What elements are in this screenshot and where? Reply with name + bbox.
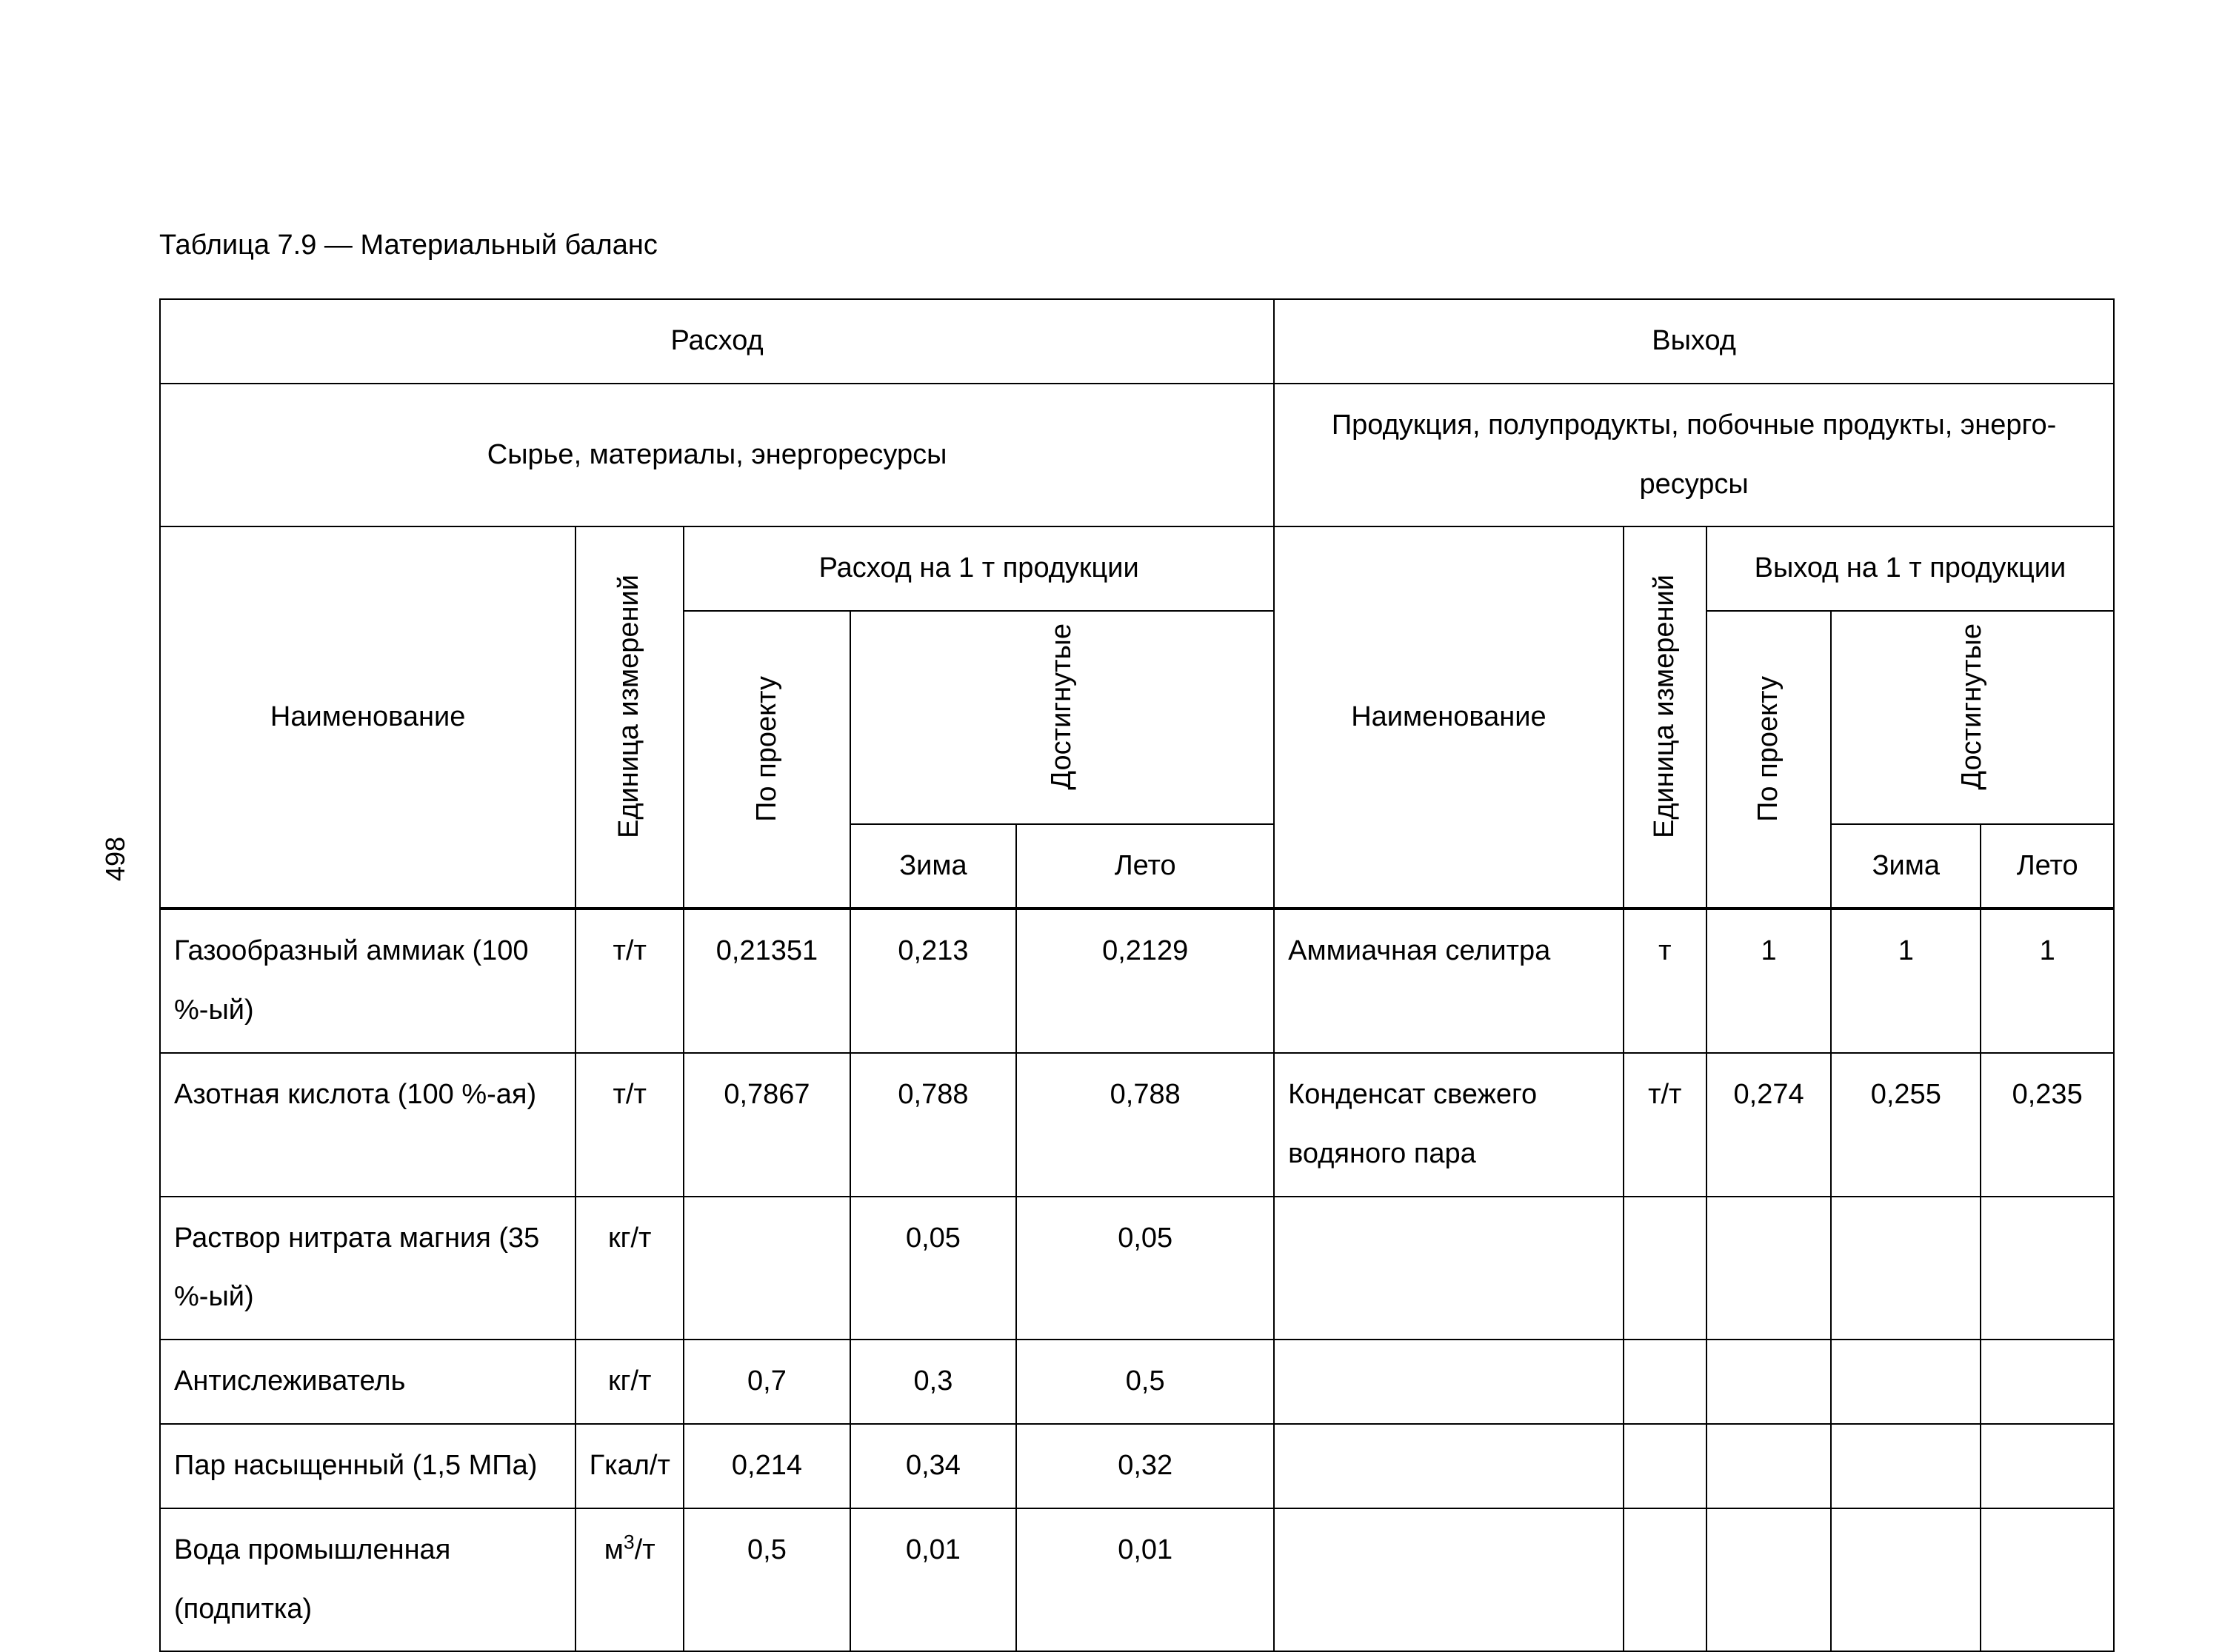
cell-in-summer: 0,32 bbox=[1016, 1424, 1274, 1508]
cell-out-unit: т/т bbox=[1624, 1053, 1706, 1197]
header-summer-in: Лето bbox=[1016, 824, 1274, 909]
cell-out-summer: 0,235 bbox=[1981, 1053, 2114, 1197]
table-row: Пар насыщенный (1,5 МПа) Гкал/т 0,214 0,… bbox=[160, 1424, 2114, 1508]
cell-in-name: Антислеживатель bbox=[160, 1340, 575, 1424]
cell-out-unit bbox=[1624, 1424, 1706, 1508]
cell-out-project: 1 bbox=[1706, 909, 1831, 1053]
cell-out-unit bbox=[1624, 1508, 1706, 1652]
cell-out-winter bbox=[1831, 1424, 1981, 1508]
cell-out-project bbox=[1706, 1508, 1831, 1652]
cell-in-project: 0,7 bbox=[684, 1340, 850, 1424]
cell-out-project bbox=[1706, 1424, 1831, 1508]
header-name-out: Наименование bbox=[1274, 526, 1623, 909]
cell-out-winter bbox=[1831, 1340, 1981, 1424]
cell-out-name: Конденсат свежего водяного пара bbox=[1274, 1053, 1623, 1197]
header-winter-out: Зима bbox=[1831, 824, 1981, 909]
document-page: Таблица 7.9 — Материальный баланс Расход… bbox=[159, 230, 2115, 1652]
cell-in-summer: 0,2129 bbox=[1016, 909, 1274, 1053]
header-unit-out: Единица измерений bbox=[1624, 526, 1706, 909]
cell-in-name: Раствор нитрата магния (35 %-ый) bbox=[160, 1197, 575, 1340]
cell-out-summer bbox=[1981, 1424, 2114, 1508]
cell-in-summer: 0,05 bbox=[1016, 1197, 1274, 1340]
header-achieved-in-text: Достигнутые bbox=[1032, 623, 1092, 790]
cell-in-unit: Гкал/т bbox=[575, 1424, 684, 1508]
cell-out-winter bbox=[1831, 1508, 1981, 1652]
cell-in-project: 0,21351 bbox=[684, 909, 850, 1053]
cell-in-name: Азотная кислота (100 %-ая) bbox=[160, 1053, 575, 1197]
header-by-project-out-text: По проекту bbox=[1739, 676, 1798, 822]
cell-out-summer bbox=[1981, 1197, 2114, 1340]
cell-in-name: Пар насыщенный (1,5 МПа) bbox=[160, 1424, 575, 1508]
cell-in-winter: 0,3 bbox=[850, 1340, 1017, 1424]
header-output: Выход bbox=[1274, 299, 2114, 384]
table-row: Антислеживатель кг/т 0,7 0,3 0,5 bbox=[160, 1340, 2114, 1424]
cell-in-project: 0,214 bbox=[684, 1424, 850, 1508]
cell-out-summer: 1 bbox=[1981, 909, 2114, 1053]
header-products: Продукция, полупродукты, побочные продук… bbox=[1274, 384, 2114, 527]
header-unit-out-text: Единица измерений bbox=[1635, 575, 1695, 838]
cell-out-winter bbox=[1831, 1197, 1981, 1340]
cell-out-name bbox=[1274, 1424, 1623, 1508]
header-per-ton-in: Расход на 1 т продукции bbox=[684, 526, 1274, 611]
cell-in-winter: 0,05 bbox=[850, 1197, 1017, 1340]
cell-out-summer bbox=[1981, 1508, 2114, 1652]
header-achieved-out-text: Достигнутые bbox=[1943, 623, 2002, 790]
cell-in-project: 0,5 bbox=[684, 1508, 850, 1652]
cell-out-name bbox=[1274, 1340, 1623, 1424]
header-by-project-out: По проекту bbox=[1706, 611, 1831, 909]
cell-in-winter: 0,01 bbox=[850, 1508, 1017, 1652]
cell-in-winter: 0,213 bbox=[850, 909, 1017, 1053]
header-by-project-in: По проекту bbox=[684, 611, 850, 909]
table-row: Раствор нитрата магния (35 %-ый) кг/т 0,… bbox=[160, 1197, 2114, 1340]
header-achieved-out: Достигнутые bbox=[1831, 611, 2114, 823]
header-winter-in: Зима bbox=[850, 824, 1017, 909]
header-achieved-in: Достигнутые bbox=[850, 611, 1274, 823]
cell-in-summer: 0,5 bbox=[1016, 1340, 1274, 1424]
cell-in-winter: 0,34 bbox=[850, 1424, 1017, 1508]
cell-out-unit: т bbox=[1624, 909, 1706, 1053]
cell-in-winter: 0,788 bbox=[850, 1053, 1017, 1197]
cell-in-summer: 0,788 bbox=[1016, 1053, 1274, 1197]
table-row: Азотная кислота (100 %-ая) т/т 0,7867 0,… bbox=[160, 1053, 2114, 1197]
cell-in-unit: т/т bbox=[575, 1053, 684, 1197]
header-unit-in-text: Единица измерений bbox=[600, 575, 659, 838]
header-by-project-in-text: По проекту bbox=[738, 676, 797, 822]
cell-in-unit: кг/т bbox=[575, 1340, 684, 1424]
page-number: 498 bbox=[100, 837, 131, 881]
material-balance-table: Расход Выход Сырье, материалы, энергорес… bbox=[159, 298, 2115, 1652]
table-row: Газообразный аммиак (100 %-ый) т/т 0,213… bbox=[160, 909, 2114, 1053]
cell-out-project: 0,274 bbox=[1706, 1053, 1831, 1197]
cell-in-name: Вода промышленная (подпитка) bbox=[160, 1508, 575, 1652]
header-summer-out: Лето bbox=[1981, 824, 2114, 909]
cell-out-winter: 1 bbox=[1831, 909, 1981, 1053]
table-row: Вода промышленная (подпитка) м3/т 0,5 0,… bbox=[160, 1508, 2114, 1652]
header-consumption: Расход bbox=[160, 299, 1274, 384]
cell-in-unit: кг/т bbox=[575, 1197, 684, 1340]
cell-out-project bbox=[1706, 1340, 1831, 1424]
cell-in-project bbox=[684, 1197, 850, 1340]
cell-out-unit bbox=[1624, 1340, 1706, 1424]
cell-in-unit: м3/т bbox=[575, 1508, 684, 1652]
cell-out-name bbox=[1274, 1197, 1623, 1340]
cell-out-project bbox=[1706, 1197, 1831, 1340]
cell-out-name: Аммиачная селитра bbox=[1274, 909, 1623, 1053]
cell-out-name bbox=[1274, 1508, 1623, 1652]
table-body: Газообразный аммиак (100 %-ый) т/т 0,213… bbox=[160, 909, 2114, 1651]
cell-in-name: Газообразный аммиак (100 %-ый) bbox=[160, 909, 575, 1053]
cell-out-unit bbox=[1624, 1197, 1706, 1340]
cell-in-summer: 0,01 bbox=[1016, 1508, 1274, 1652]
cell-out-winter: 0,255 bbox=[1831, 1053, 1981, 1197]
header-raw-materials: Сырье, материалы, энергоресурсы bbox=[160, 384, 1274, 527]
cell-out-summer bbox=[1981, 1340, 2114, 1424]
table-header: Расход Выход Сырье, материалы, энергорес… bbox=[160, 299, 2114, 909]
cell-in-project: 0,7867 bbox=[684, 1053, 850, 1197]
table-caption: Таблица 7.9 — Материальный баланс bbox=[159, 230, 2115, 261]
header-per-ton-out: Выход на 1 т продукции bbox=[1706, 526, 2114, 611]
cell-in-unit: т/т bbox=[575, 909, 684, 1053]
header-unit-in: Единица измерений bbox=[575, 526, 684, 909]
header-name-in: Наименование bbox=[160, 526, 575, 909]
